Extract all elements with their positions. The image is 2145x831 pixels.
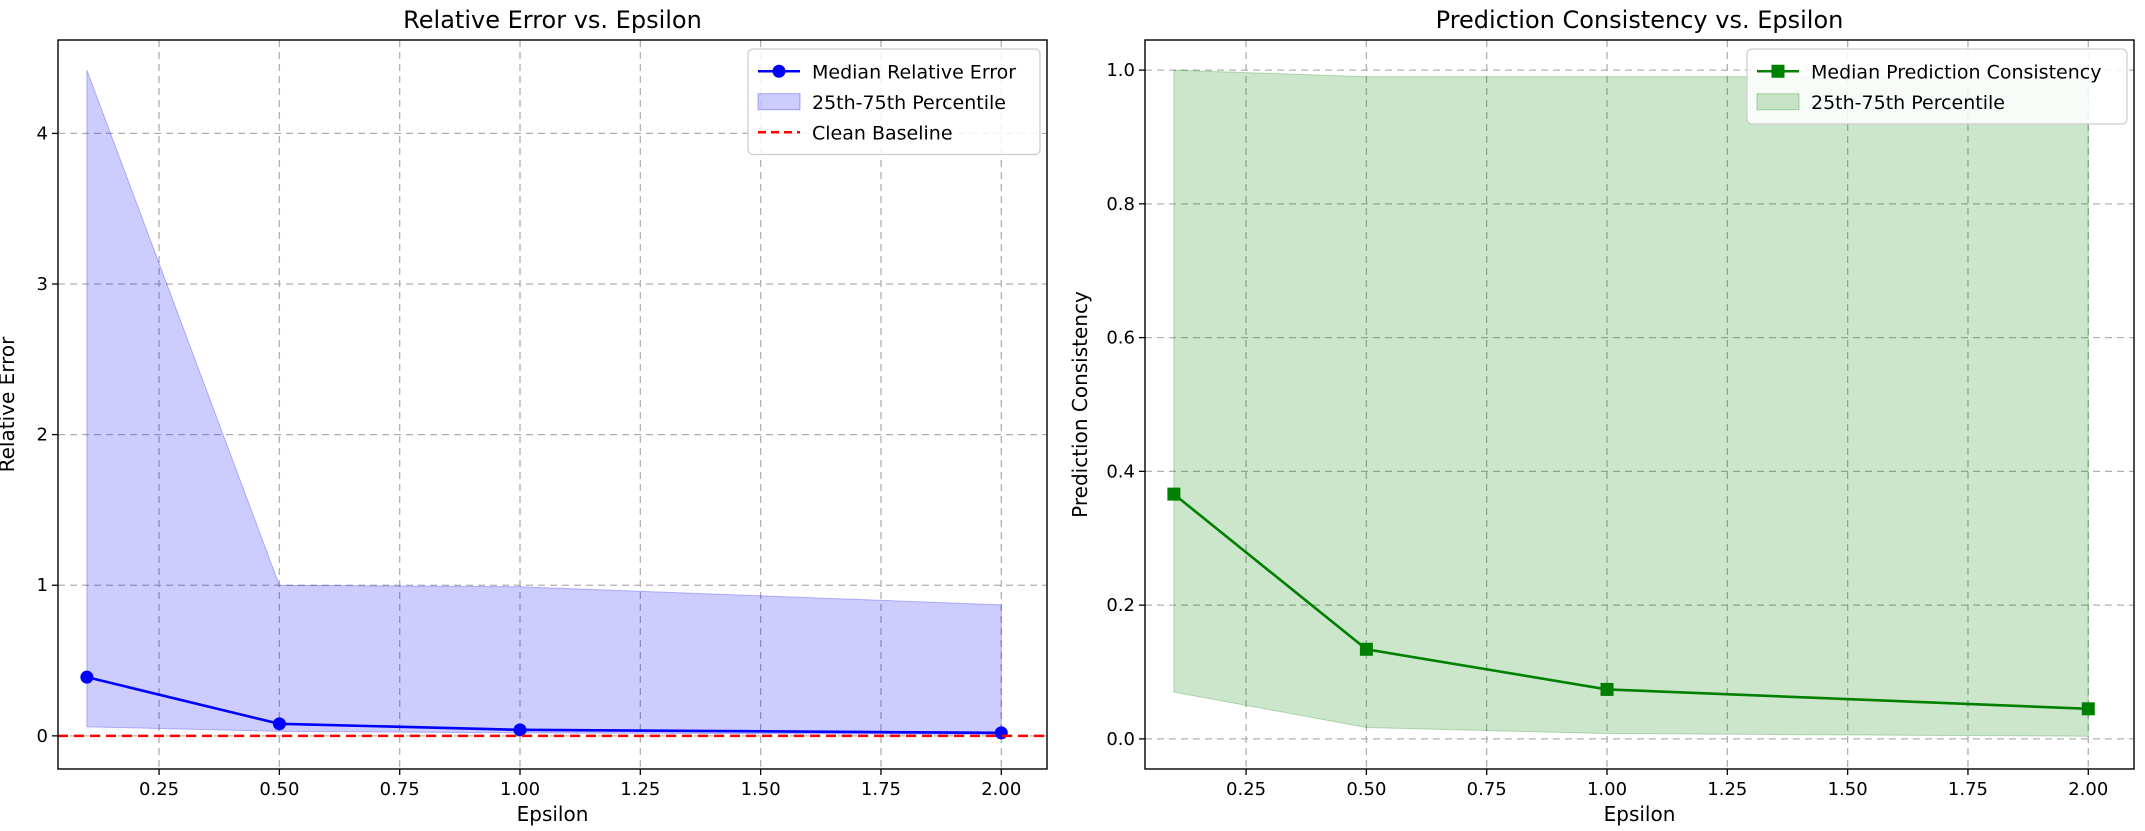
y-tick-label: 0.8: [1106, 194, 1135, 215]
y-tick-label: 0.4: [1106, 461, 1135, 482]
legend-box: [747, 48, 1041, 156]
y-tick-label: 3: [37, 274, 48, 295]
x-tick-label: 0.75: [1467, 779, 1507, 800]
y-tick-label: 1.0: [1106, 60, 1135, 81]
y-tick-label: 1: [37, 575, 48, 596]
data-point: [1359, 642, 1373, 656]
chart-panel-2: 0.25 0.50 0.75 1.00 1.25 1.50 1.75 2.00 0.0 0.2 0.…: [1068, 6, 2135, 826]
x-tick-label: 1.75: [861, 779, 901, 800]
x-tick-label: 1.25: [1707, 779, 1747, 800]
x-tick-label: 2.00: [2068, 779, 2108, 800]
x-tick-label: 0.75: [380, 779, 420, 800]
legend-entry: Median Prediction Consistency: [1811, 61, 2101, 83]
series-line: [1173, 493, 2089, 711]
x-tick-label: 0.25: [139, 779, 179, 800]
data-point: [1600, 682, 1614, 696]
series-line: [86, 675, 1002, 735]
data-point: [272, 717, 286, 731]
x-tick-label: 2.00: [981, 779, 1021, 800]
y-tick-label: 0.2: [1106, 595, 1135, 616]
legend: Median Relative Error 25th-75th Percentil…: [747, 48, 1041, 156]
data-point: [80, 670, 94, 684]
legend-band-handle: [757, 93, 801, 111]
chart-title: Relative Error vs. Epsilon: [403, 6, 702, 34]
grid: [58, 40, 1047, 769]
chart-title: Prediction Consistency vs. Epsilon: [1436, 6, 1844, 34]
x-tick-label: 1.00: [500, 779, 540, 800]
chart-panel-1: 0.25 0.50 0.75 1.00 1.25 1.50 1.75 2.00 0 1 2 3 4 Rel…: [0, 6, 1048, 826]
data-point: [513, 723, 527, 737]
y-tick-label: 4: [37, 123, 48, 144]
x-tick-label: 0.50: [1346, 779, 1386, 800]
x-tick-label: 1.50: [741, 779, 781, 800]
legend-entry: 25th-75th Percentile: [1811, 92, 2005, 114]
grid: [1145, 40, 2134, 769]
x-axis-label: Epsilon: [517, 802, 589, 826]
legend-marker: [1771, 64, 1785, 78]
plot-frame: [57, 39, 1048, 770]
x-tick-label: 0.50: [259, 779, 299, 800]
y-axis-label: Prediction Consistency: [1068, 291, 1092, 518]
data-point: [1167, 487, 1181, 501]
legend-entry: Median Relative Error: [812, 61, 1016, 83]
legend: Median Prediction Consistency 25th-75th P…: [1746, 48, 2128, 125]
data-point: [994, 726, 1008, 740]
x-tick-label: 1.75: [1948, 779, 1988, 800]
data-point: [2081, 702, 2095, 716]
legend-marker: [772, 64, 786, 78]
x-tick-label: 1.00: [1587, 779, 1627, 800]
x-axis-label: Epsilon: [1604, 802, 1676, 826]
x-tick-label: 1.50: [1828, 779, 1868, 800]
legend-band-handle: [1756, 93, 1800, 111]
x-tick-label: 1.25: [620, 779, 660, 800]
plot-frame: [1144, 39, 2135, 770]
legend-entry: Clean Baseline: [812, 122, 953, 144]
legend-entry: 25th-75th Percentile: [812, 92, 1006, 114]
percentile-band: [1173, 69, 2089, 737]
legend-box: [1746, 48, 2128, 125]
y-axis-label: Relative Error: [0, 336, 19, 473]
y-tick-label: 0: [37, 726, 48, 747]
x-tick-label: 0.25: [1226, 779, 1266, 800]
y-tick-label: 2: [37, 425, 48, 446]
y-tick-label: 0.0: [1106, 729, 1135, 750]
percentile-band: [86, 69, 1002, 735]
y-tick-label: 0.6: [1106, 328, 1135, 349]
